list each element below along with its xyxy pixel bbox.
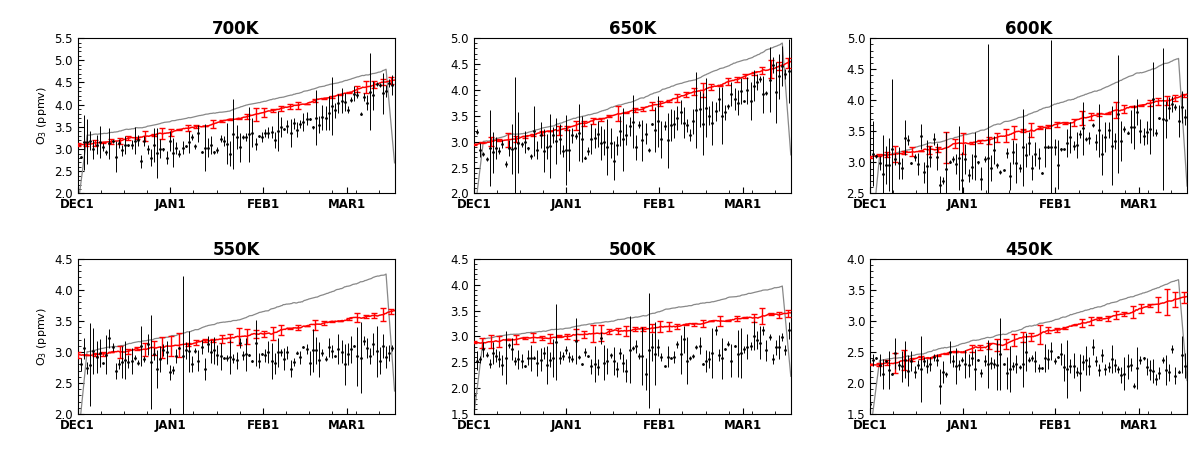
Title: 550K: 550K bbox=[212, 240, 260, 258]
Y-axis label: O$_3$ (ppmv): O$_3$ (ppmv) bbox=[35, 307, 49, 366]
Title: 700K: 700K bbox=[212, 20, 260, 38]
Y-axis label: O$_3$ (ppmv): O$_3$ (ppmv) bbox=[35, 86, 49, 145]
Title: 500K: 500K bbox=[608, 240, 656, 258]
Title: 600K: 600K bbox=[1005, 20, 1052, 38]
Title: 450K: 450K bbox=[1005, 240, 1052, 258]
Title: 650K: 650K bbox=[608, 20, 656, 38]
